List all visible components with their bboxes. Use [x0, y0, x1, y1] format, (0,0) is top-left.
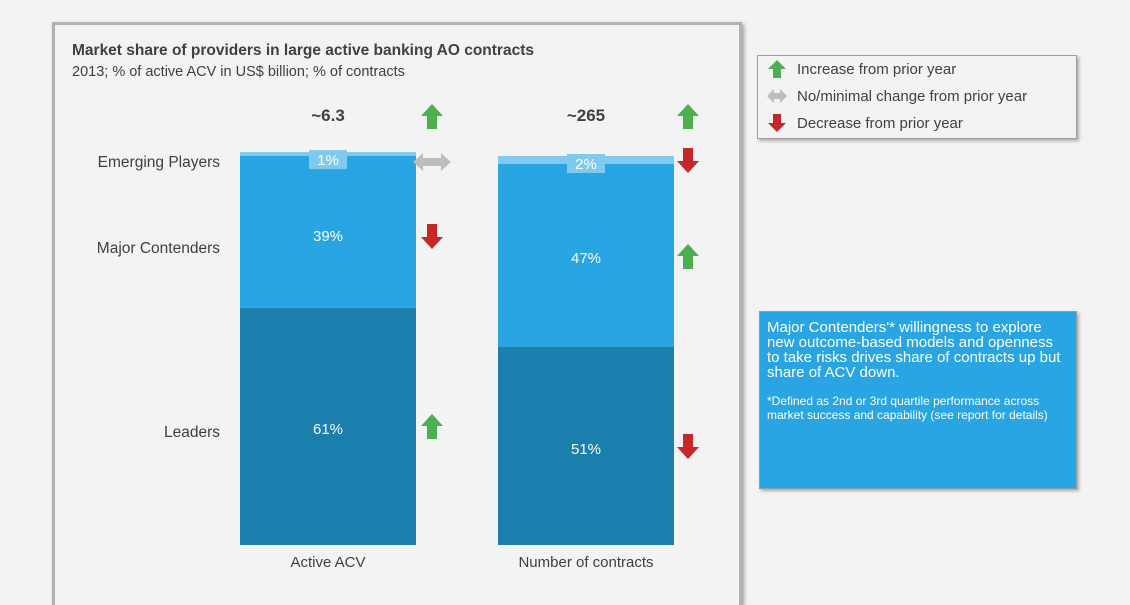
trend-arrow-emerging-players-1 [413, 153, 451, 171]
bar-segment-leaders-1 [240, 307, 416, 545]
bar-segment-major-contenders-2 [498, 163, 674, 347]
value-label-major-contenders-2: 47% [571, 250, 601, 267]
value-label-box-emerging-players-1 [309, 150, 347, 170]
labels-layer: Leaders Major Contenders Emerging Players 6… [97, 106, 654, 571]
legend-label-increase: Increase from prior year [797, 60, 957, 78]
legend: Increase from prior year No/minimal chan… [757, 55, 1077, 139]
trend-arrows-layer [413, 104, 699, 459]
legend-label-decrease: Decrease from prior year [797, 114, 963, 132]
bar-segment-leaders-2 [498, 346, 674, 545]
legend-label-no-change: No/minimal change from prior year [797, 87, 1028, 105]
value-label-box-emerging-players-2 [567, 154, 605, 173]
value-label-leaders-2: 51% [571, 441, 601, 458]
callout-note: Major Contenders'* willingness to explor… [759, 311, 1077, 489]
value-label-major-contenders-1: 39% [313, 228, 343, 245]
callout-main-text: Major Contenders'* willingness to explor… [767, 319, 1061, 381]
category-label-emerging-players: Emerging Players [98, 154, 221, 171]
legend-item-increase: Increase from prior year [766, 58, 956, 80]
legend-item-decrease: Decrease from prior year [766, 112, 963, 134]
trend-arrow-major-contenders-1 [421, 224, 443, 249]
category-label-major-contenders: Major Contenders [97, 240, 220, 257]
value-label-emerging-players-2: 2% [575, 156, 597, 173]
value-label-emerging-players-1: 1% [317, 152, 339, 169]
x-tick-label-2: Number of contracts [518, 554, 653, 571]
x-tick-label-1: Active ACV [290, 554, 365, 571]
trend-arrow-total-1 [421, 104, 443, 129]
arrow-left-right-icon [767, 89, 787, 103]
total-label-2: ~265 [567, 106, 605, 125]
legend-item-no-change: No/minimal change from prior year [766, 85, 1027, 107]
arrow-up-icon [768, 60, 786, 78]
callout-footnote: *Defined as 2nd or 3rd quartile performa… [767, 394, 1048, 422]
bars-layer [240, 152, 674, 545]
value-label-leaders-1: 61% [313, 421, 343, 438]
chart-title: Market share of providers in large activ… [72, 42, 534, 59]
total-label-1: ~6.3 [311, 106, 345, 125]
trend-arrow-leaders-2 [677, 434, 699, 459]
trend-arrow-emerging-players-2 [677, 148, 699, 173]
trend-arrow-leaders-1 [421, 414, 443, 439]
trend-arrow-major-contenders-2 [677, 244, 699, 269]
stacked-bar-chart: Leaders Major Contenders Emerging Players 6… [97, 104, 699, 571]
chart-subtitle: 2013; % of active ACV in US$ billion; % … [72, 64, 405, 80]
bar-segment-major-contenders-1 [240, 156, 416, 308]
arrow-down-icon [768, 114, 786, 132]
category-label-leaders: Leaders [164, 424, 220, 441]
trend-arrow-total-2 [677, 104, 699, 129]
